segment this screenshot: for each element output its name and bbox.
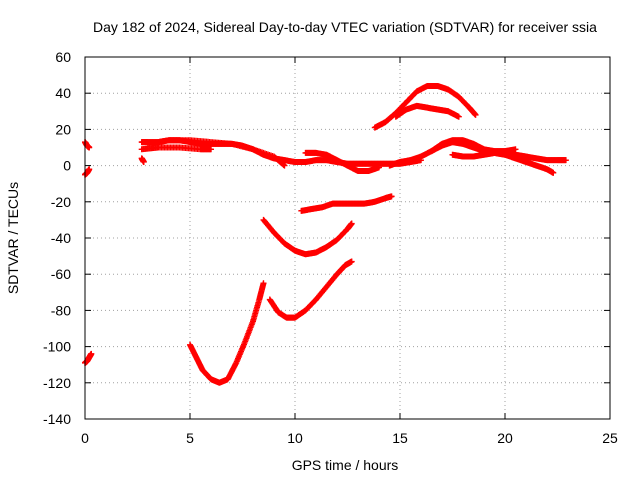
- x-tick-label: 15: [392, 430, 408, 446]
- data-point-marker: [388, 193, 395, 200]
- data-point-marker: [348, 220, 355, 227]
- data-point-marker: [86, 166, 93, 173]
- data-point-marker: [455, 113, 462, 120]
- data-point-marker: [472, 111, 479, 118]
- y-tick-label: 60: [55, 49, 71, 65]
- tick-labels: 0 5 10 15 20 25 -140 -120 -100 -80 -60 -40 -20 0 20 40 6…: [43, 49, 618, 446]
- data-point-marker: [512, 146, 519, 153]
- x-tick-label: 25: [602, 430, 618, 446]
- x-tick-label: 20: [497, 430, 513, 446]
- series-arc-g: [145, 137, 288, 169]
- series-arc-c: [82, 350, 95, 366]
- data-point-marker: [140, 158, 147, 165]
- data-point-marker: [281, 162, 288, 169]
- series-arc-e: [138, 144, 214, 153]
- series-arc-h: [302, 149, 382, 175]
- y-tick-label: -120: [43, 375, 71, 391]
- data-point-marker: [208, 146, 214, 153]
- x-tick-label: 0: [81, 430, 89, 446]
- x-axis-label: GPS time / hours: [292, 457, 399, 473]
- y-tick-label: 0: [63, 158, 71, 174]
- grid-lines: [85, 57, 610, 419]
- data-point-marker: [348, 258, 355, 265]
- x-tick-label: 5: [186, 430, 194, 446]
- y-tick-label: -60: [51, 266, 71, 282]
- plot-frame: [84, 56, 611, 420]
- y-tick-label: 20: [55, 121, 71, 137]
- series-arc-m: [392, 102, 462, 120]
- series-arc-a: [82, 139, 93, 151]
- data-marks: [82, 82, 569, 386]
- y-tick-label: -20: [51, 194, 71, 210]
- series-arc-l: [371, 82, 479, 131]
- data-point-marker: [550, 169, 557, 176]
- axis-ticks: [84, 56, 611, 420]
- data-point-marker: [86, 144, 93, 151]
- chart-title: Day 182 of 2024, Sidereal Day-to-day VTE…: [93, 19, 597, 35]
- series-arc-k: [449, 149, 557, 176]
- y-tick-label: -140: [43, 411, 71, 427]
- y-tick-label: 40: [55, 85, 71, 101]
- y-tick-label: -40: [51, 230, 71, 246]
- x-tick-label: 10: [287, 430, 303, 446]
- data-point-marker: [376, 164, 382, 171]
- series-arc-n: [298, 193, 395, 214]
- data-point-marker: [562, 157, 569, 164]
- series-arc-f: [138, 155, 147, 165]
- data-point-marker: [260, 280, 267, 287]
- series-arc-q: [187, 280, 267, 386]
- y-axis-label: SDTVAR / TECUs: [5, 182, 21, 294]
- series-arc-b: [82, 166, 93, 178]
- series-arc-p: [266, 258, 355, 321]
- series-arc-o: [260, 216, 355, 258]
- data-point-marker: [88, 350, 95, 357]
- y-tick-label: -80: [51, 302, 71, 318]
- y-tick-label: -100: [43, 339, 71, 355]
